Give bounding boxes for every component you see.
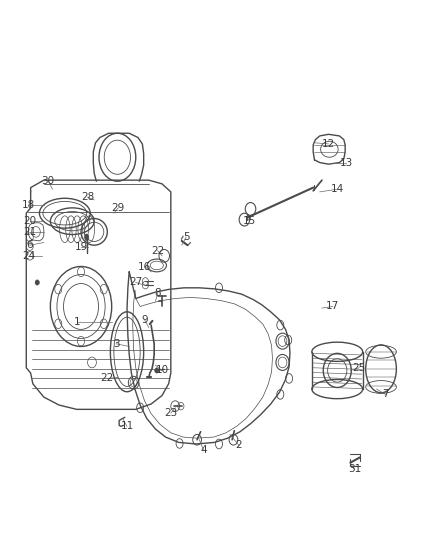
Text: 20: 20	[23, 216, 36, 226]
Text: 21: 21	[23, 227, 36, 237]
Text: 11: 11	[120, 422, 134, 431]
Text: 7: 7	[382, 390, 389, 399]
Text: 22: 22	[101, 374, 114, 383]
Text: 13: 13	[339, 158, 353, 167]
Text: 19: 19	[74, 242, 88, 252]
Text: 24: 24	[22, 251, 35, 261]
Text: 31: 31	[348, 464, 361, 474]
Ellipse shape	[85, 234, 89, 240]
Text: 30: 30	[42, 176, 55, 186]
Text: 18: 18	[22, 200, 35, 210]
Text: 17: 17	[326, 302, 339, 311]
Text: 16: 16	[138, 262, 151, 271]
Ellipse shape	[155, 368, 159, 373]
Text: 8: 8	[154, 288, 161, 298]
Text: 12: 12	[322, 139, 335, 149]
Text: 5: 5	[183, 232, 190, 242]
Text: 27: 27	[129, 278, 142, 287]
Text: 6: 6	[26, 240, 33, 250]
Text: 15: 15	[243, 216, 256, 226]
Text: 3: 3	[113, 339, 120, 349]
Text: 23: 23	[164, 408, 177, 418]
Text: 10: 10	[155, 366, 169, 375]
Text: 28: 28	[81, 192, 94, 202]
Text: 14: 14	[331, 184, 344, 194]
Text: 25: 25	[353, 363, 366, 373]
Text: 29: 29	[112, 203, 125, 213]
Ellipse shape	[35, 280, 39, 285]
Text: 1: 1	[73, 318, 80, 327]
Text: 4: 4	[200, 446, 207, 455]
Text: 2: 2	[235, 440, 242, 450]
Text: 22: 22	[151, 246, 164, 255]
Text: 9: 9	[141, 315, 148, 325]
